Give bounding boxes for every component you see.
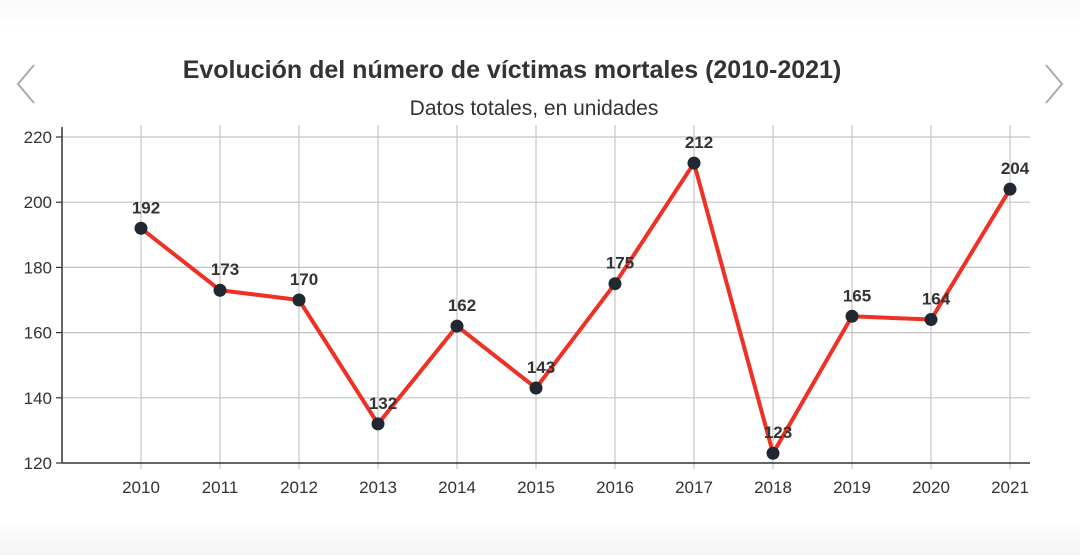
chart-subtitle: Datos totales, en unidades	[410, 97, 659, 120]
data-label: 162	[448, 296, 476, 315]
chevron-left-icon[interactable]	[12, 62, 42, 106]
data-point[interactable]	[371, 417, 385, 431]
data-point[interactable]	[1003, 182, 1017, 196]
data-label: 165	[843, 286, 871, 305]
data-point[interactable]	[213, 283, 227, 297]
data-label: 175	[606, 254, 634, 273]
y-tick-label: 120	[24, 454, 52, 473]
data-point[interactable]	[924, 313, 938, 327]
data-label: 204	[1001, 159, 1030, 178]
data-label: 123	[764, 423, 792, 442]
x-tick-label: 2019	[833, 478, 871, 497]
grid	[62, 125, 1030, 469]
x-tick-label: 2013	[359, 478, 397, 497]
data-point[interactable]	[687, 156, 701, 170]
chevron-right-icon[interactable]	[1038, 62, 1068, 106]
data-point[interactable]	[766, 446, 780, 460]
data-point[interactable]	[134, 221, 148, 235]
data-point[interactable]	[292, 293, 306, 307]
data-point[interactable]	[608, 277, 622, 291]
y-tick-label: 220	[24, 128, 52, 147]
y-tick-label: 140	[24, 389, 52, 408]
data-point[interactable]	[450, 319, 464, 333]
x-tick-label: 2010	[122, 478, 160, 497]
x-tick-label: 2012	[280, 478, 318, 497]
data-label: 212	[685, 133, 713, 152]
data-label: 170	[290, 270, 318, 289]
chart-title: Evolución del número de víctimas mortale…	[183, 56, 842, 84]
y-tick-label: 160	[24, 324, 52, 343]
data-point[interactable]	[529, 381, 543, 395]
x-tick-label: 2017	[675, 478, 713, 497]
x-tick-label: 2015	[517, 478, 555, 497]
x-tick-label: 2011	[202, 478, 239, 497]
series	[134, 156, 1017, 460]
data-labels: 192 173 170 132 162 143 175 212 123 165 164 204	[132, 133, 1030, 442]
x-tick-label: 2016	[596, 478, 634, 497]
data-label: 192	[132, 198, 160, 217]
x-tick-label: 2014	[438, 478, 476, 497]
y-tick-label: 200	[24, 193, 52, 212]
x-tick-label: 2021	[991, 478, 1029, 497]
series-line	[139, 161, 1012, 456]
y-tick-label: 180	[24, 258, 52, 277]
data-label: 173	[211, 260, 239, 279]
data-label: 132	[369, 394, 397, 413]
data-point[interactable]	[845, 309, 859, 323]
x-tick-label: 2020	[912, 478, 950, 497]
data-label: 143	[527, 358, 555, 377]
data-label: 164	[922, 290, 951, 309]
x-tick-label: 2018	[754, 478, 792, 497]
axes: 120 140 160 180 200 220 2010 2011 2012 2013 2014 20…	[24, 127, 1030, 497]
